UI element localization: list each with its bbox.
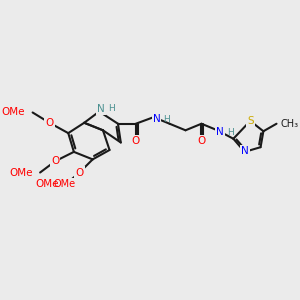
Text: N: N	[153, 114, 160, 124]
Text: OMe: OMe	[35, 179, 59, 189]
Text: H: H	[108, 104, 114, 113]
Text: O: O	[45, 118, 54, 128]
Text: OMe: OMe	[2, 107, 25, 118]
Text: OMe: OMe	[9, 167, 33, 178]
Text: O: O	[132, 136, 140, 146]
Text: H: H	[227, 128, 233, 137]
Text: OMe: OMe	[53, 179, 76, 189]
Text: N: N	[216, 127, 224, 137]
Text: CH₃: CH₃	[280, 119, 298, 129]
Text: S: S	[247, 116, 253, 126]
Text: O: O	[197, 136, 206, 146]
Text: O: O	[51, 156, 59, 166]
Text: H: H	[163, 115, 170, 124]
Text: O: O	[75, 167, 84, 178]
Text: O: O	[75, 167, 84, 178]
Text: N: N	[241, 146, 248, 156]
Text: N: N	[97, 104, 105, 114]
